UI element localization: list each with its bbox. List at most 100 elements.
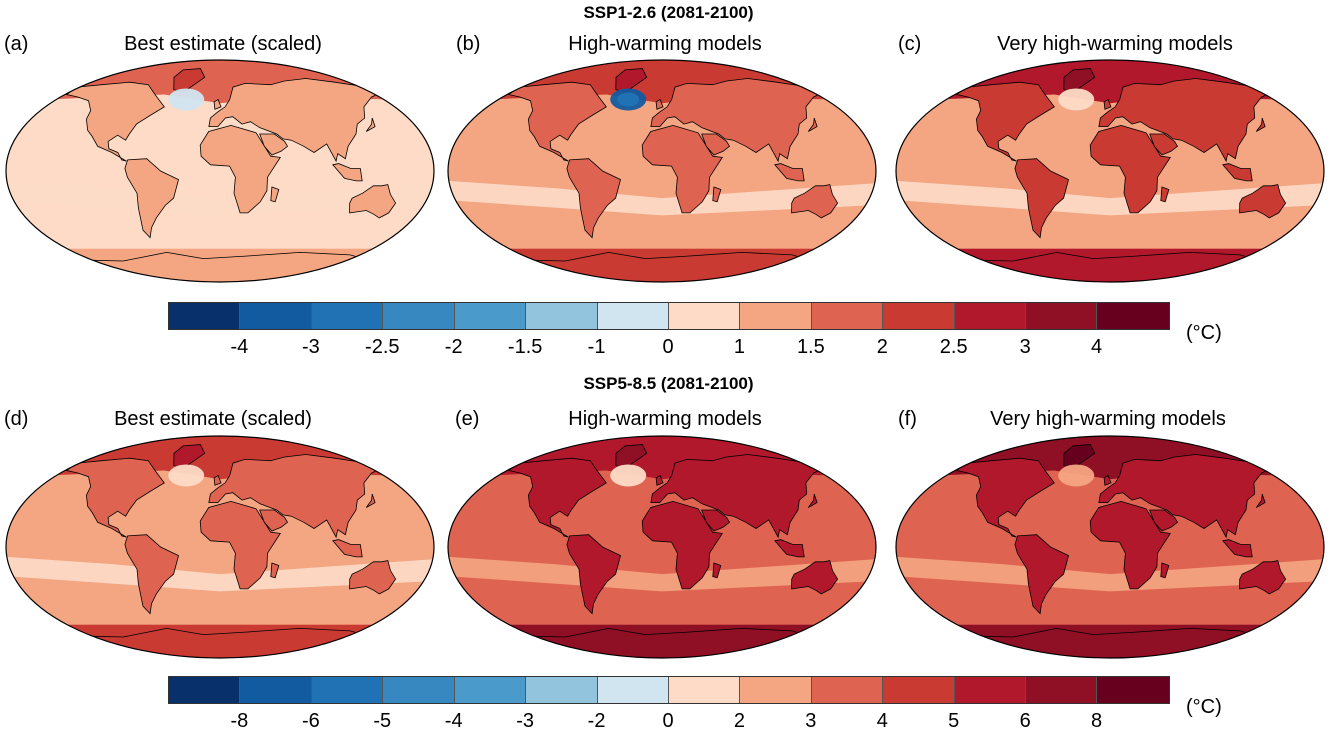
colorbar-tick-label: 1 xyxy=(733,336,745,358)
colorbar-swatch xyxy=(954,677,1027,703)
colorbar-swatch xyxy=(1097,303,1169,329)
continent-uk xyxy=(213,98,222,110)
panel-title-f: Very high-warming models xyxy=(990,408,1226,430)
continent-australia xyxy=(791,560,839,595)
colorbar-swatch xyxy=(383,303,455,329)
panel-letter-c: (c) xyxy=(898,33,922,55)
continent-southAmerica xyxy=(1014,534,1069,615)
colorbar-tick-label: -2 xyxy=(444,336,463,358)
continent-arabia xyxy=(701,509,731,532)
map-outline xyxy=(895,59,1325,283)
colorbar-tick-label: 0 xyxy=(662,336,674,358)
continent-northAmerica xyxy=(65,457,165,538)
panel-title-a: Best estimate (scaled) xyxy=(124,33,322,55)
north-atlantic-anomaly xyxy=(168,464,205,487)
north-atlantic-anomaly xyxy=(1058,88,1095,111)
colorbar-tick-label: 8 xyxy=(1091,710,1103,732)
colorbar-tick-label: -3 xyxy=(516,710,535,732)
north-atlantic-anomaly xyxy=(610,464,647,487)
continent-indonesia xyxy=(774,163,805,182)
continent-eurasia xyxy=(208,78,383,163)
colorbar-swatch xyxy=(526,677,598,703)
colorbar-swatch xyxy=(169,303,241,329)
colorbar-swatch xyxy=(668,303,741,329)
continent-northAmerica xyxy=(955,81,1055,162)
continent-japan xyxy=(807,493,818,508)
continent-japan xyxy=(1255,493,1266,508)
continent-uk xyxy=(213,474,222,486)
colorbar-swatch xyxy=(883,677,955,703)
continent-africa xyxy=(641,500,723,590)
continent-northAmerica xyxy=(955,457,1055,538)
continent-japan xyxy=(807,117,818,132)
continent-africa xyxy=(1089,124,1171,214)
colorbar-tick-label: -3 xyxy=(301,336,320,358)
north-atlantic-anomaly xyxy=(1058,464,1095,487)
colorbar-swatch xyxy=(1026,303,1098,329)
colorbar-tick-label: 2 xyxy=(733,710,745,732)
colorbar-tick-label: -5 xyxy=(373,710,392,732)
north-atlantic-anomaly xyxy=(168,88,205,111)
continent-eurasia xyxy=(208,454,383,539)
continent-indonesia xyxy=(332,163,363,182)
continent-australia xyxy=(1239,560,1287,595)
southern-ocean-band xyxy=(896,556,1323,592)
continent-eurasia xyxy=(1098,78,1273,163)
southern-ocean-band xyxy=(448,180,875,216)
map-outline xyxy=(5,435,435,659)
colorbar-swatch xyxy=(597,303,669,329)
colorbar-swatch xyxy=(454,677,527,703)
continent-arabia xyxy=(259,133,289,156)
warming-map-e xyxy=(447,435,877,659)
continent-madagascar xyxy=(712,186,722,203)
continent-eurasia xyxy=(650,78,825,163)
colorbar-ssp585 xyxy=(168,676,1170,704)
continent-southAmerica xyxy=(124,158,179,239)
colorbar-tick-label: -1.5 xyxy=(507,336,543,358)
colorbar-tick-label: 0 xyxy=(662,710,674,732)
warming-map-d xyxy=(5,435,435,659)
continent-japan xyxy=(1255,117,1266,132)
continent-madagascar xyxy=(270,562,280,579)
colorbar-swatch xyxy=(1097,677,1169,703)
continent-southAmerica xyxy=(566,158,621,239)
continent-africa xyxy=(641,124,723,214)
continent-australia xyxy=(1239,184,1287,219)
colorbar-swatch xyxy=(240,677,312,703)
continent-southAmerica xyxy=(566,534,621,615)
north-atlantic-core xyxy=(617,92,640,107)
colorbar-swatch xyxy=(240,303,312,329)
continent-madagascar xyxy=(1160,562,1170,579)
continent-uk xyxy=(1103,98,1112,110)
continent-arabia xyxy=(1149,509,1179,532)
panel-letter-a: (a) xyxy=(4,33,29,55)
southern-ocean-band xyxy=(6,556,433,592)
colorbar-swatch xyxy=(454,303,527,329)
panel-title-c: Very high-warming models xyxy=(997,33,1233,55)
section-title-ssp126: SSP1-2.6 (2081-2100) xyxy=(583,3,754,22)
colorbar-tick-label: 4 xyxy=(876,710,888,732)
colorbar-tick-label: 4 xyxy=(1091,336,1103,358)
section-title-ssp585: SSP5-8.5 (2081-2100) xyxy=(583,374,754,393)
colorbar-tick-label: 2 xyxy=(876,336,888,358)
colorbar-swatch xyxy=(811,303,884,329)
southern-ocean-band xyxy=(6,180,433,216)
colorbar-swatch xyxy=(383,677,455,703)
continent-arabia xyxy=(701,133,731,156)
continent-australia xyxy=(791,184,839,219)
panel-title-b: High-warming models xyxy=(568,33,762,55)
continent-northAmerica xyxy=(65,81,165,162)
continent-arabia xyxy=(1149,133,1179,156)
colorbar-unit-ssp585: (°C) xyxy=(1186,696,1222,718)
continent-africa xyxy=(1089,500,1171,590)
colorbar-tick-label: -1 xyxy=(587,336,606,358)
colorbar-ssp126 xyxy=(168,302,1170,330)
warming-map-a xyxy=(5,59,435,283)
colorbar-tick-label: 3 xyxy=(805,710,817,732)
colorbar-swatch xyxy=(311,303,384,329)
continent-madagascar xyxy=(270,186,280,203)
colorbar-swatch xyxy=(169,677,241,703)
continent-uk xyxy=(655,474,664,486)
continent-japan xyxy=(365,493,376,508)
panel-title-d: Best estimate (scaled) xyxy=(114,408,312,430)
